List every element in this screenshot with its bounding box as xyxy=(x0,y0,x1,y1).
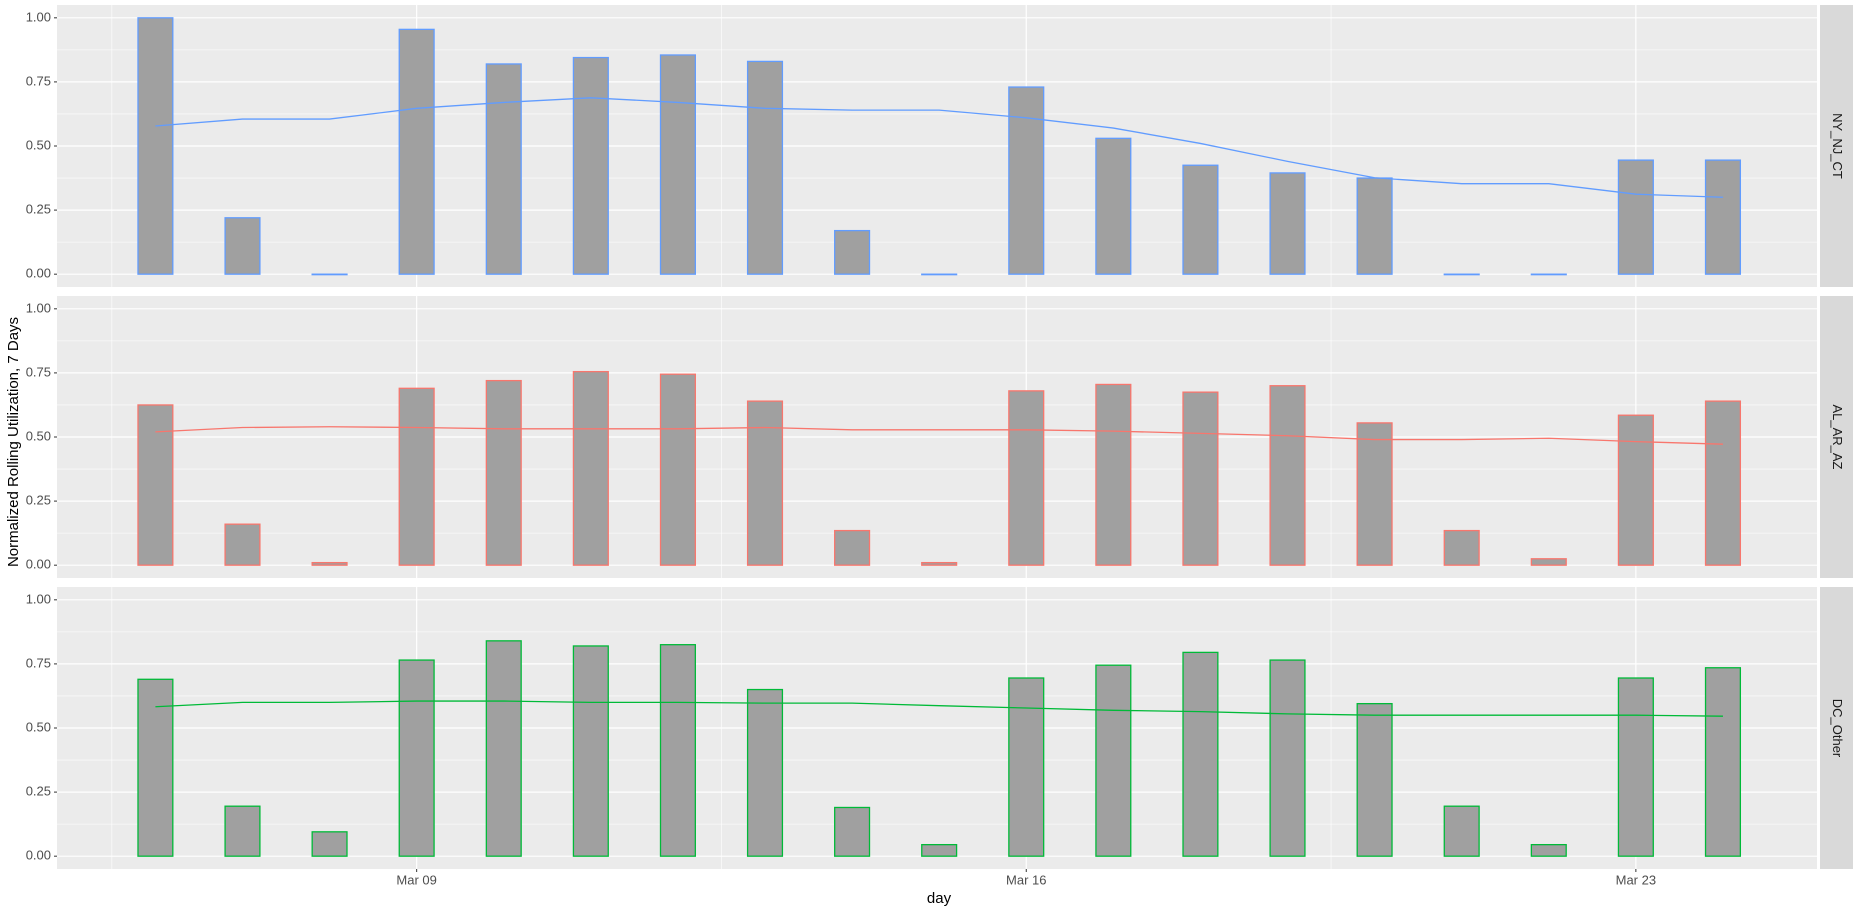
bar xyxy=(921,273,958,276)
y-tick-label: 1.00 xyxy=(26,300,51,315)
bar xyxy=(659,54,696,275)
x-tick-label: Mar 16 xyxy=(1006,872,1046,887)
bar xyxy=(921,843,958,857)
y-tick-label: 0.50 xyxy=(26,719,51,734)
bar xyxy=(137,678,174,857)
bar xyxy=(1443,273,1480,276)
bar xyxy=(1182,391,1219,566)
bar xyxy=(1704,400,1742,566)
facet-label: AL_AR_AZ xyxy=(1830,404,1845,469)
x-tick-label: Mar 09 xyxy=(396,872,436,887)
facet-strip xyxy=(1820,5,1853,287)
bar xyxy=(1269,172,1306,275)
y-tick-label: 0.50 xyxy=(26,428,51,443)
y-tick-label: 0.25 xyxy=(26,202,51,217)
bar xyxy=(746,688,784,857)
bar xyxy=(485,640,522,857)
y-tick-label: 0.00 xyxy=(26,557,51,572)
bar xyxy=(659,644,696,857)
y-tick-label: 0.75 xyxy=(26,73,51,88)
rolling-line xyxy=(155,700,1723,717)
bar xyxy=(398,387,435,566)
facet-strip xyxy=(1820,296,1853,578)
y-tick-label: 0.75 xyxy=(26,655,51,670)
bar xyxy=(1530,273,1567,276)
bar xyxy=(1356,422,1393,566)
facet-label: DC_Other xyxy=(1830,699,1845,758)
bar xyxy=(1182,164,1219,275)
bar xyxy=(834,806,871,857)
bar xyxy=(137,404,174,566)
bar xyxy=(1704,159,1742,275)
bar xyxy=(1008,86,1045,275)
bar xyxy=(1356,177,1393,275)
y-axis-title: Normalized Rolling Utilization, 7 Days xyxy=(5,317,22,567)
bar xyxy=(659,373,696,566)
facet-strip xyxy=(1820,587,1853,869)
bar xyxy=(485,63,522,275)
y-tick-label: 1.00 xyxy=(26,9,51,24)
bar xyxy=(224,217,261,275)
bar xyxy=(1182,651,1219,857)
y-tick-label: 0.25 xyxy=(26,784,51,799)
bar xyxy=(1356,702,1393,857)
bar xyxy=(1095,137,1132,275)
bar xyxy=(398,28,435,275)
bar xyxy=(1443,529,1480,566)
y-tick-label: 1.00 xyxy=(26,591,51,606)
x-tick-label: Mar 23 xyxy=(1616,872,1656,887)
bar xyxy=(137,17,174,275)
y-tick-label: 0.00 xyxy=(26,848,51,863)
bar xyxy=(485,379,522,566)
y-tick-label: 0.50 xyxy=(26,137,51,152)
y-tick-label: 0.25 xyxy=(26,493,51,508)
rolling-line xyxy=(155,426,1723,445)
bar xyxy=(1617,159,1654,275)
bar xyxy=(398,659,435,857)
bar xyxy=(311,273,348,276)
bar xyxy=(572,56,609,275)
bar xyxy=(1095,664,1132,857)
bar xyxy=(1704,667,1742,857)
bar xyxy=(1095,383,1132,566)
bar xyxy=(1617,414,1654,566)
bar xyxy=(834,529,871,566)
bar xyxy=(1530,843,1567,857)
bar xyxy=(311,831,348,857)
rolling-line xyxy=(155,97,1723,198)
bar xyxy=(1269,659,1306,857)
y-tick-label: 0.00 xyxy=(26,266,51,281)
bar xyxy=(572,645,609,857)
bar xyxy=(1008,390,1045,566)
bar xyxy=(746,60,784,275)
bar xyxy=(1530,558,1567,566)
bar xyxy=(746,400,784,566)
bar xyxy=(1443,805,1480,857)
bar xyxy=(834,229,871,275)
bar xyxy=(311,561,348,566)
y-tick-label: 0.75 xyxy=(26,364,51,379)
bar xyxy=(572,370,609,566)
bar xyxy=(921,561,958,566)
bar xyxy=(224,805,261,857)
bar xyxy=(1269,385,1306,566)
bar xyxy=(1008,677,1045,857)
bar xyxy=(1617,677,1654,857)
facet-label: NY_NJ_CT xyxy=(1830,113,1845,179)
bar xyxy=(224,523,261,566)
x-axis-title: day xyxy=(927,890,952,907)
